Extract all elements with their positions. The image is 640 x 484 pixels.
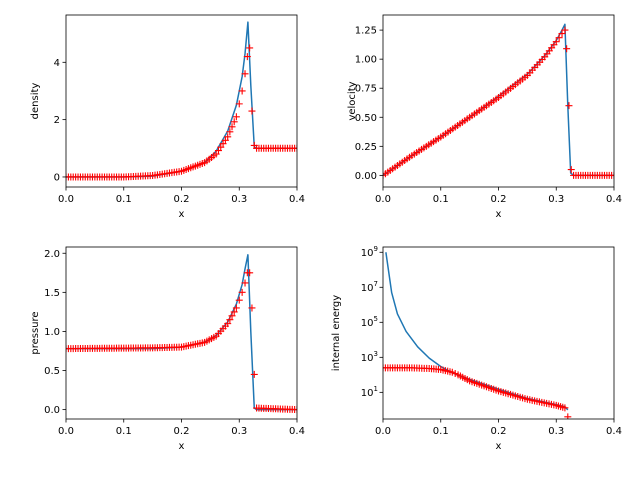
density-ytick-label: 2 (54, 115, 60, 126)
pressure-xtick-label: 0.0 (58, 426, 74, 437)
density-marker-point (243, 53, 251, 61)
internal-energy-xtick-label: 0.1 (433, 426, 449, 437)
pressure-xtick-label: 0.4 (289, 426, 305, 437)
velocity-ytick-label: 0.25 (355, 142, 377, 153)
velocity-ytick-label: 0.75 (355, 84, 377, 95)
internal-energy-data (383, 252, 572, 419)
internal-energy-xtick-label: 0.0 (375, 426, 391, 437)
internal-energy-ytick-label: 103 (361, 350, 378, 364)
density-marker-point (228, 123, 236, 131)
pressure-ytick-label: 2.0 (44, 249, 60, 260)
velocity-ytick-label: 1.00 (355, 55, 377, 66)
pressure-ytick-label: 1.0 (44, 327, 60, 338)
internal-energy-marker-point (448, 368, 456, 376)
velocity-marker-point (561, 26, 569, 34)
density-marker-point (248, 107, 256, 115)
pressure-marker-point (226, 316, 234, 324)
density-marker-point (293, 144, 297, 152)
velocity-xtick-label: 0.0 (375, 194, 391, 205)
internal-energy-xtick-label: 0.4 (606, 426, 622, 437)
pressure-marker-point (230, 308, 238, 316)
density-xtick-label: 0.0 (58, 194, 74, 205)
internal-energy-panel: 0.0 0.1 0.2 0.3 0.4 101 103 105 107 109 x internal … (331, 245, 622, 452)
internal-energy-marker-point (451, 370, 459, 378)
density-marker-point (226, 128, 234, 136)
internal-energy-ylabel: internal energy (331, 295, 342, 371)
velocity-ytick-label: 0.50 (355, 113, 377, 124)
pressure-axes-frame (65, 246, 298, 420)
pressure-marker-point (238, 288, 246, 296)
internal-energy-ytick-label: 109 (361, 245, 378, 259)
density-xtick-label: 0.1 (116, 194, 132, 205)
internal-energy-marker-point (561, 404, 569, 412)
pressure-marker-point (228, 312, 236, 320)
internal-energy-xtick-label: 0.2 (491, 426, 507, 437)
velocity-marker-point (555, 34, 563, 42)
velocity-marker-point (610, 171, 614, 179)
density-marker-point (238, 87, 246, 95)
pressure-ytick-label: 0.0 (44, 405, 60, 416)
velocity-data (383, 23, 614, 179)
density-ytick-label: 4 (54, 58, 60, 69)
velocity-ytick-label: 0.00 (355, 171, 377, 182)
pressure-xtick-label: 0.2 (174, 426, 190, 437)
density-axes-frame (65, 14, 298, 188)
velocity-xtick-label: 0.3 (548, 194, 564, 205)
pressure-panel: 0.0 0.1 0.2 0.3 0.4 0.0 0.5 1.0 1.5 2.0 x pressure (30, 246, 305, 452)
pressure-marker-point (232, 304, 240, 312)
density-marker-point (230, 118, 238, 126)
velocity-marker-point (563, 45, 571, 53)
velocity-ytick-label: 1.25 (355, 26, 377, 37)
density-ylabel: density (30, 83, 41, 120)
velocity-marker-point (567, 166, 575, 174)
velocity-ylabel: velocity (347, 81, 358, 120)
pressure-marker-point (248, 304, 256, 312)
pressure-marker-point (241, 279, 249, 287)
density-marker-point (235, 100, 243, 108)
density-ytick-label: 0 (54, 172, 60, 183)
density-xlabel: x (179, 209, 185, 220)
pressure-xlabel: x (179, 441, 185, 452)
density-xtick-label: 0.2 (174, 194, 190, 205)
pressure-ytick-label: 0.5 (44, 366, 60, 377)
internal-energy-xtick-label: 0.3 (548, 426, 564, 437)
density-panel: 0.0 0.1 0.2 0.3 0.4 0 2 4 x density (30, 14, 305, 220)
velocity-xtick-label: 0.1 (433, 194, 449, 205)
pressure-ylabel: pressure (30, 311, 41, 354)
pressure-marker-point (224, 320, 232, 328)
pressure-marker-point (246, 269, 254, 277)
internal-energy-ytick-label: 107 (361, 280, 378, 294)
pressure-ytick-label: 1.5 (44, 288, 60, 299)
internal-energy-ytick-label: 101 (361, 385, 378, 399)
density-marker-point (232, 113, 240, 121)
velocity-marker-point (565, 102, 573, 110)
internal-energy-xlabel: x (496, 441, 502, 452)
internal-energy-marker-point (564, 413, 572, 419)
density-xtick-label: 0.3 (231, 194, 247, 205)
density-marker-point (241, 70, 249, 78)
internal-energy-axes-frame (382, 246, 615, 420)
density-data (66, 21, 297, 181)
density-xtick-label: 0.4 (289, 194, 305, 205)
pressure-xtick-label: 0.3 (231, 426, 247, 437)
pressure-marker-point (235, 296, 243, 304)
velocity-panel: 0.0 0.1 0.2 0.3 0.4 0.00 0.25 0.50 0.75 1.00 1.25 x… (347, 14, 622, 220)
pressure-data (66, 254, 297, 414)
pressure-marker-point (250, 370, 258, 378)
velocity-xtick-label: 0.4 (606, 194, 622, 205)
velocity-xtick-label: 0.2 (491, 194, 507, 205)
velocity-marker-point (552, 38, 560, 46)
pressure-marker-point (293, 406, 297, 414)
internal-energy-ytick-label: 105 (361, 315, 378, 329)
density-marker-point (224, 133, 232, 141)
density-marker-point (246, 44, 254, 52)
velocity-xlabel: x (496, 209, 502, 220)
pressure-xtick-label: 0.1 (116, 426, 132, 437)
velocity-marker-point (558, 30, 566, 38)
velocity-axes-frame (382, 14, 615, 188)
